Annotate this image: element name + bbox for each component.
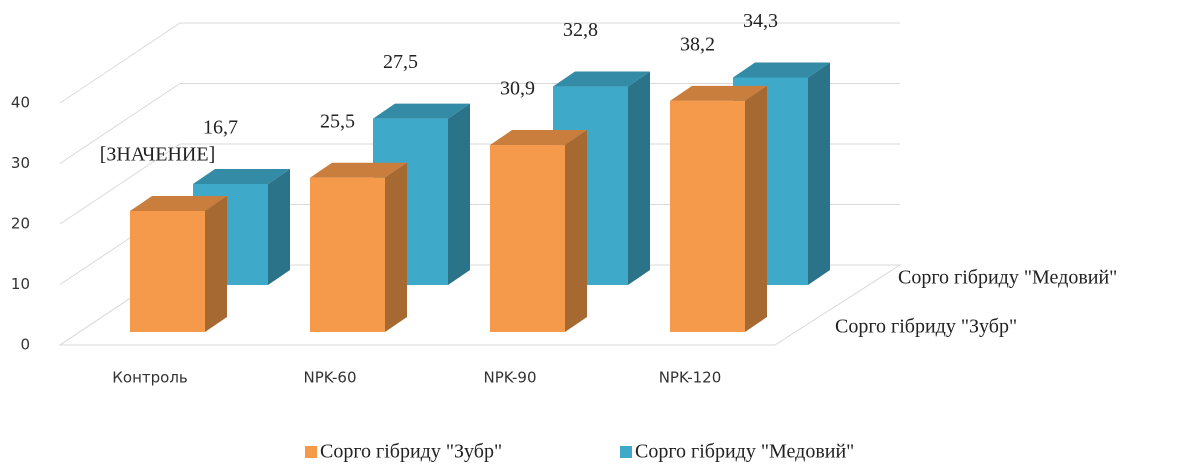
value-label: 25,5: [320, 110, 355, 132]
bar-top: [553, 71, 650, 87]
value-label: 27,5: [383, 51, 418, 73]
bar: [130, 196, 227, 332]
value-label: 38,2: [680, 33, 715, 55]
legend-label: Сорго гібриду "Медовий": [635, 441, 854, 463]
legend-swatch: [620, 446, 632, 458]
bar: [670, 85, 767, 332]
bar-top: [733, 62, 830, 78]
bar-side: [268, 168, 290, 285]
bar-top: [670, 85, 767, 101]
x-tick-label: Контроль: [112, 369, 188, 387]
bar-top: [373, 103, 470, 119]
bar-side: [808, 62, 830, 285]
y-tick-label: 0: [20, 336, 30, 354]
bar-side: [745, 85, 767, 332]
grid-line: [59, 143, 900, 225]
value-label: [ЗНАЧЕНИЕ]: [100, 144, 216, 166]
bar-top: [310, 162, 407, 178]
bar-front: [310, 177, 385, 332]
y-tick-label: 10: [11, 275, 30, 293]
bar-side: [448, 103, 470, 285]
legend-swatch: [305, 446, 317, 458]
bar: [490, 130, 587, 332]
grid-line: [59, 83, 900, 164]
bar-top: [490, 130, 587, 146]
bar-side: [205, 196, 227, 332]
bar-top: [193, 168, 290, 184]
legend-label: Сорго гібриду "Зубр": [320, 441, 502, 463]
bar-side: [628, 71, 650, 285]
value-label: 16,7: [203, 117, 238, 139]
bar-front: [130, 211, 205, 332]
value-label: 30,9: [500, 78, 535, 100]
bar-side: [565, 130, 587, 332]
grid-line: [59, 22, 900, 104]
y-tick-label: 40: [11, 94, 30, 112]
bar: [310, 162, 407, 332]
bar-front: [490, 145, 565, 332]
bar-side: [385, 162, 407, 332]
x-tick-label: NPK-90: [483, 369, 536, 387]
bar-top: [130, 196, 227, 211]
y-tick-label: 20: [11, 215, 30, 233]
depth-label: Сорго гібриду "Зубр": [835, 316, 1017, 338]
x-tick-label: NPK-120: [659, 369, 722, 387]
value-label: 32,8: [563, 19, 598, 41]
depth-label: Сорго гібриду "Медовий": [898, 267, 1117, 289]
value-label: 34,3: [743, 10, 778, 32]
bar-front: [670, 100, 745, 332]
x-tick-label: NPK-60: [303, 369, 356, 387]
y-tick-label: 30: [11, 154, 30, 172]
